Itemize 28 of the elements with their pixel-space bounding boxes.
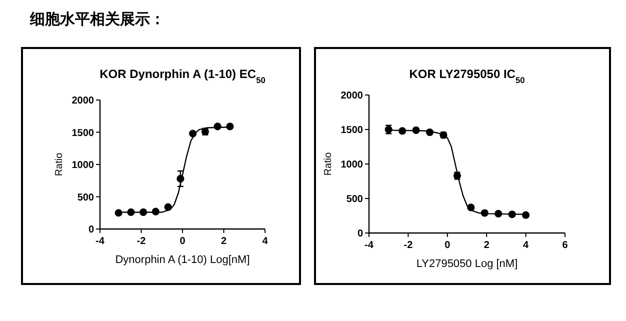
y-tick-label: 1500 [72, 128, 94, 139]
text: 细胞水平相关展示： [29, 11, 165, 28]
y-tick-label: 2000 [72, 96, 94, 106]
y-tick-label: 0 [357, 228, 364, 240]
y-tick-label: 2000 [340, 90, 364, 102]
y-tick-label: 1000 [72, 160, 94, 171]
y-axis-title: Ratio [323, 152, 334, 176]
x-tick-label: -2 [404, 240, 414, 251]
x-tick-label: 4 [262, 236, 268, 247]
y-axis-title: Ratio [54, 152, 65, 176]
x-tick-label: 4 [523, 240, 530, 251]
x-tick-label: -2 [136, 236, 146, 247]
x-tick-label: 6 [562, 240, 568, 251]
chart-title: KOR Dynorphin A (1-10) EC$_{50}$ [100, 67, 266, 85]
y-tick-label: 0 [88, 224, 94, 236]
x-tick-label: -4 [364, 240, 374, 251]
x-tick-label: 2 [220, 236, 227, 247]
x-tick-label: 0 [444, 240, 451, 251]
y-tick-label: 500 [346, 194, 364, 205]
y-tick-label: 500 [77, 192, 94, 204]
x-tick-label: 2 [484, 240, 490, 251]
chart-title: KOR LY2795050 IC$_{50}$ [409, 67, 526, 85]
x-axis-title: LY2795050 Log [nM] [416, 258, 518, 270]
x-tick-label: 0 [180, 236, 186, 247]
x-tick-label: -4 [96, 236, 105, 247]
y-tick-label: 1500 [340, 125, 364, 136]
x-axis-title: Dynorphin A (1-10) Log[nM] [115, 254, 250, 266]
y-tick-label: 1000 [340, 160, 364, 170]
